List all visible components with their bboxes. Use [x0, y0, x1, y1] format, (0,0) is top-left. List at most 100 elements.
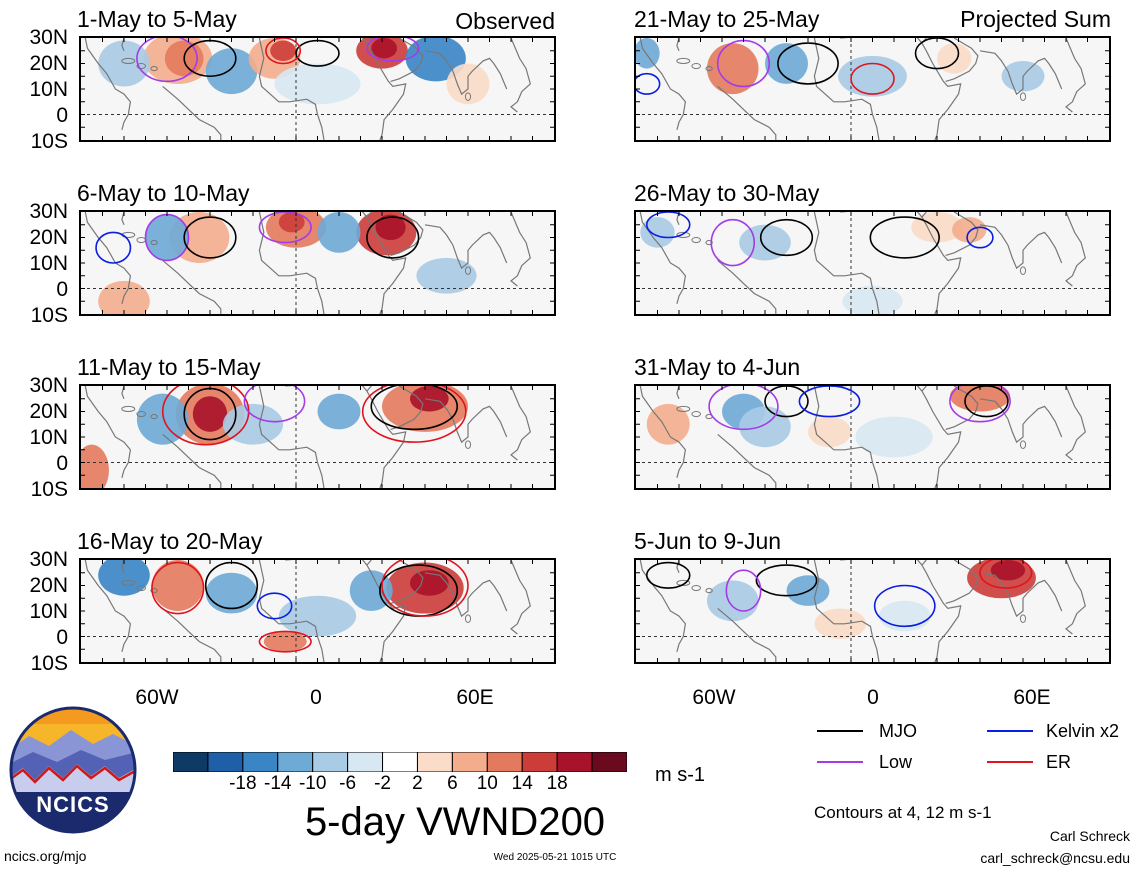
coastline — [840, 560, 962, 662]
wave-contour — [265, 38, 302, 65]
anomaly-shading — [937, 43, 972, 74]
anomaly-shading — [405, 38, 466, 82]
coastline — [813, 560, 880, 662]
coastline — [424, 224, 508, 270]
map-canvas — [81, 38, 554, 140]
lat-label: 10N — [29, 426, 68, 449]
island-outline — [1019, 440, 1027, 449]
er-legend-line — [987, 761, 1033, 763]
lat-label: 30N — [29, 374, 68, 397]
map-canvas — [636, 212, 1109, 314]
island-outline — [121, 579, 136, 587]
colorbar-label: -2 — [374, 773, 391, 794]
coastline — [424, 572, 508, 618]
colorbar-swatch — [382, 751, 418, 773]
anomaly-shading — [278, 212, 305, 233]
wave-contour — [964, 386, 1009, 418]
colorbar-label: 14 — [511, 773, 533, 794]
coastline — [258, 38, 325, 140]
colorbar-swatch — [521, 751, 558, 773]
coastline — [717, 85, 777, 140]
contour-note: Contours at 4, 12 m s-1 — [814, 803, 992, 822]
coastline — [258, 560, 325, 662]
anomaly-shading — [136, 393, 189, 445]
wave-contour — [645, 212, 691, 239]
colorbar-swatch — [207, 751, 244, 773]
anomaly-shading — [145, 214, 189, 261]
island-outline — [705, 66, 713, 72]
panel-title: 16-May to 20-May — [77, 528, 263, 554]
lat-label: 10N — [29, 252, 68, 275]
wave-contour — [759, 218, 814, 257]
anomaly-shading — [371, 38, 398, 59]
lat-label: 0 — [56, 278, 68, 301]
wave-contour — [914, 38, 960, 70]
author-email[interactable]: carl_schreck@ncsu.edu — [980, 850, 1130, 866]
map-canvas — [636, 560, 1109, 662]
panel-title: 1-May to 5-May — [77, 6, 237, 32]
coastline — [285, 386, 407, 488]
anomaly-shading — [192, 396, 228, 432]
colorbar — [172, 751, 628, 773]
island-outline — [150, 66, 158, 72]
coastline — [813, 386, 880, 488]
colorbar-swatch — [172, 751, 209, 773]
lat-label: 20N — [29, 574, 68, 597]
coastline — [813, 212, 880, 314]
coastline — [424, 398, 508, 444]
anomaly-shading — [263, 631, 307, 652]
wave-contour — [710, 218, 756, 267]
colorbar-swatch — [347, 751, 384, 773]
footer-link[interactable]: ncics.org/mjo — [4, 848, 87, 864]
lon-label: 0 — [867, 686, 879, 709]
island-outline — [676, 231, 691, 239]
wave-contour — [708, 386, 779, 431]
colorbar-swatch — [591, 751, 628, 773]
island-outline — [691, 411, 702, 418]
map-panel — [79, 36, 556, 142]
anomaly-shading — [911, 212, 963, 243]
coastline — [285, 560, 407, 662]
map-panel — [634, 210, 1111, 316]
lat-label: 30N — [29, 26, 68, 49]
wave-contour — [949, 386, 1011, 423]
island-outline — [705, 588, 713, 594]
coastline — [510, 212, 531, 287]
island-outline — [676, 579, 691, 587]
coastline — [285, 38, 407, 140]
island-outline — [691, 585, 702, 592]
lat-label: 10N — [29, 78, 68, 101]
coastline — [510, 386, 531, 461]
wave-contour — [256, 592, 293, 620]
lat-label: 0 — [56, 104, 68, 127]
lat-label: 20N — [29, 52, 68, 75]
coastline — [945, 386, 979, 430]
coastline — [676, 560, 680, 574]
colorbar-swatch — [556, 751, 593, 773]
coastline — [84, 212, 132, 304]
wave-contour — [258, 212, 312, 244]
coastline — [840, 386, 962, 488]
observed-label: Observed — [455, 8, 555, 34]
anomaly-shading — [706, 580, 759, 622]
coastline — [121, 38, 125, 52]
island-outline — [150, 240, 158, 246]
colorbar-label: -10 — [298, 773, 327, 794]
anomaly-shading — [808, 416, 851, 448]
er-legend-label: ER — [1046, 752, 1072, 772]
island-outline — [691, 63, 702, 70]
coastline — [676, 38, 680, 52]
coastline — [717, 607, 777, 662]
lat-label: 0 — [56, 626, 68, 649]
anomaly-shading — [739, 406, 791, 448]
coastline — [639, 386, 687, 478]
wave-contour — [151, 561, 205, 615]
wave-contour — [258, 630, 312, 653]
colorbar-label: 10 — [476, 773, 498, 794]
main-title: 5-day VWND200 — [304, 800, 606, 844]
colorbar-label: 18 — [546, 773, 568, 794]
coastline — [979, 224, 1063, 270]
island-outline — [1019, 266, 1027, 275]
wave-contour — [755, 564, 818, 597]
lat-label: 0 — [56, 452, 68, 475]
